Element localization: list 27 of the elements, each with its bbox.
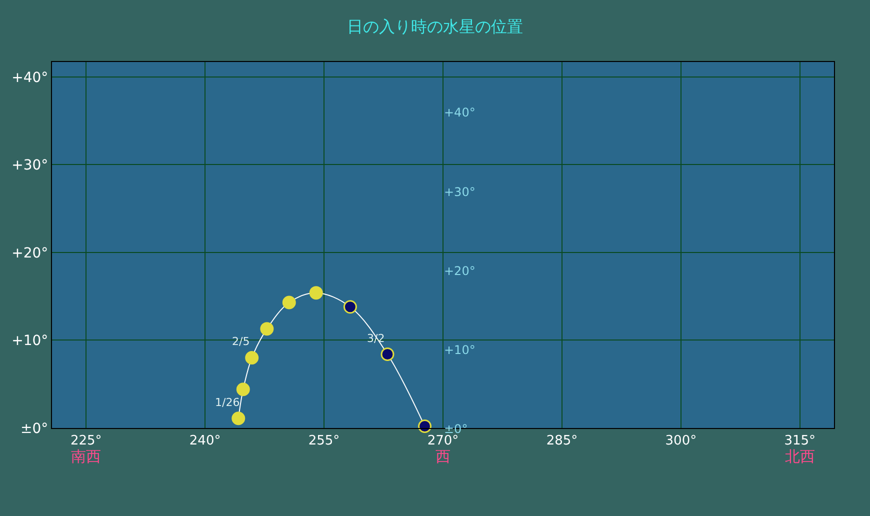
point <box>309 286 323 300</box>
y2-tick-label: +30° <box>444 184 476 199</box>
x-tick-label: 285° <box>546 434 578 449</box>
x-tick-label: 255° <box>308 434 340 449</box>
point <box>380 348 394 362</box>
x-tick-label: 225° 南西 <box>70 434 102 466</box>
point <box>282 296 296 310</box>
point <box>418 419 432 433</box>
y2-tick-label: +20° <box>444 264 476 278</box>
y-tick-label: +20° <box>12 245 48 262</box>
point <box>245 351 259 365</box>
x-tick-label: 270° 西 <box>427 434 459 466</box>
y-tick-label: +30° <box>12 158 48 174</box>
y2-tick-label: +40° <box>444 106 476 120</box>
point <box>232 412 246 426</box>
point <box>236 382 250 396</box>
x-tick-label: 300° <box>665 434 697 449</box>
y2-tick-label: +10° <box>444 343 476 358</box>
point <box>260 322 274 336</box>
annotation: 1/26 <box>215 396 240 409</box>
y-tick-label: +10° <box>12 333 48 350</box>
x-tick-label: 240° <box>189 434 221 449</box>
y-tick-label: +40° <box>12 70 48 86</box>
chart-title: 日の入り時の水星の位置 <box>347 16 523 36</box>
x-tick-label: 315° 北西 <box>784 434 816 466</box>
y-tick-label: ±0° <box>20 420 48 437</box>
point <box>343 300 357 314</box>
